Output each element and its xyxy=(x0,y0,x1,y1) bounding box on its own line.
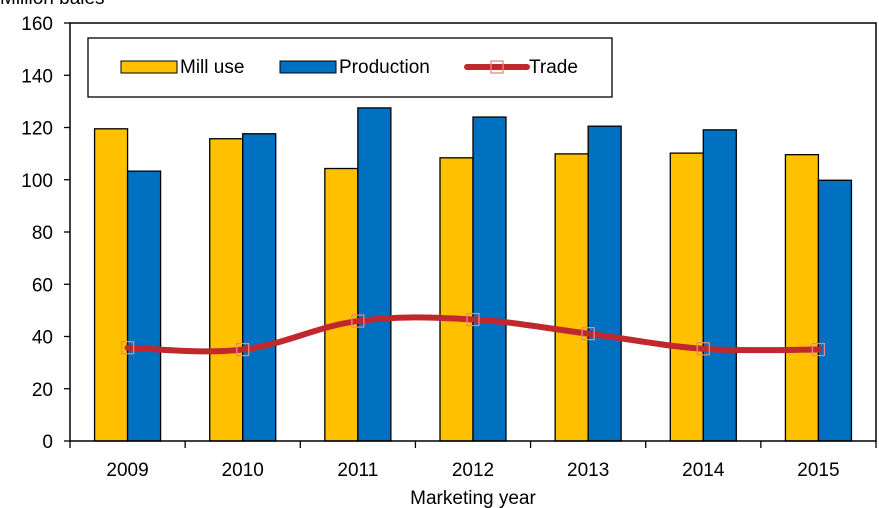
legend-swatch-mill-use xyxy=(120,60,178,74)
x-tick-label: 2011 xyxy=(337,460,378,481)
y-tick-label: 20 xyxy=(32,380,53,401)
x-tick-label: 2014 xyxy=(682,460,725,481)
bar-production-2012 xyxy=(472,116,507,442)
trade-marker-2014 xyxy=(696,342,710,356)
y-tick-label: 80 xyxy=(32,223,53,244)
bar-mill-use-2009 xyxy=(93,128,129,442)
bar-mill-use-2012 xyxy=(439,157,474,442)
bar-production-2011 xyxy=(357,107,392,442)
bar-mill-use-2015 xyxy=(784,154,820,442)
bar-mill-use-2010 xyxy=(209,138,244,442)
bar-production-2015 xyxy=(817,179,853,442)
y-tick-label: 0 xyxy=(42,432,53,453)
y-tick-label: 160 xyxy=(21,14,53,35)
x-tick-label: 2010 xyxy=(222,460,264,481)
bar-mill-use-2011 xyxy=(324,167,359,442)
bar-production-2010 xyxy=(242,133,277,442)
legend-label-trade: Trade xyxy=(529,57,578,78)
trade-marker-2015 xyxy=(811,342,826,357)
x-tick-label: 2012 xyxy=(452,460,494,481)
legend-marker-trade xyxy=(490,60,504,74)
trade-marker-2012 xyxy=(466,312,480,327)
bar-production-2014 xyxy=(702,129,737,442)
y-axis-title: Million bales xyxy=(0,0,105,9)
trade-line-path xyxy=(124,314,822,355)
plot-frame xyxy=(69,22,877,442)
trade-marker-2010 xyxy=(236,342,250,357)
y-tick-label: 40 xyxy=(32,328,53,349)
trade-marker-2013 xyxy=(581,326,595,341)
y-tick-label: 120 xyxy=(21,119,53,140)
bar-production-2013 xyxy=(587,125,622,442)
trade-marker-2011 xyxy=(351,314,365,328)
y-tick-label: 140 xyxy=(21,66,53,87)
bar-production-2009 xyxy=(126,170,162,442)
legend-label-mill-use: Mill use xyxy=(180,57,244,78)
x-axis-title: Marketing year xyxy=(410,488,536,508)
trade-series xyxy=(120,312,826,357)
y-tick-label: 100 xyxy=(21,171,53,192)
legend: Mill use Production Trade xyxy=(87,37,613,98)
x-axis: 2009 2010 2011 2012 2013 2014 2015 xyxy=(69,441,877,481)
y-tick-label: 60 xyxy=(32,275,53,296)
bar-mill-use-2014 xyxy=(669,152,704,442)
trade-marker-2009 xyxy=(120,341,135,355)
legend-swatch-production xyxy=(279,60,337,74)
x-tick-label: 2009 xyxy=(106,460,148,481)
legend-label-production: Production xyxy=(339,57,430,78)
x-tick-label: 2013 xyxy=(567,460,609,481)
y-axis: 0 20 40 60 80 100 120 140 160 xyxy=(21,14,70,453)
bar-mill-use-2013 xyxy=(554,153,589,442)
x-tick-label: 2015 xyxy=(797,460,839,481)
bars xyxy=(93,107,853,442)
